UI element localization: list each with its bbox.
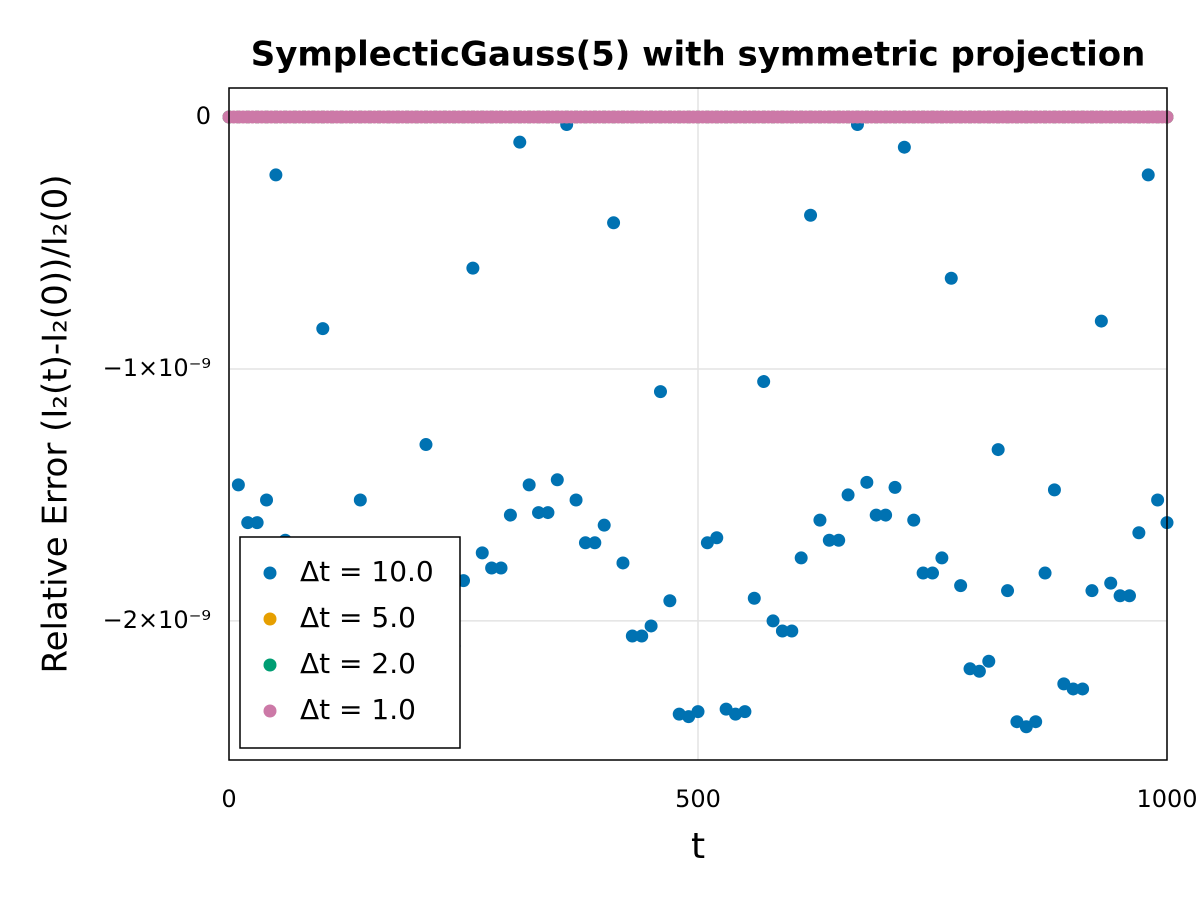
point (860, 475, 874, 489)
x-tick-label: 1000 (1136, 785, 1197, 813)
point (804, 208, 818, 222)
point (822, 533, 836, 547)
point (841, 488, 855, 502)
point (926, 566, 939, 580)
point (1066, 682, 1080, 696)
point (1085, 584, 1099, 598)
x-tick-label: 0 (221, 785, 236, 813)
point (907, 513, 921, 527)
point (1151, 493, 1165, 507)
point (550, 473, 564, 487)
point (485, 561, 499, 575)
point (541, 506, 555, 520)
point (757, 375, 771, 389)
point (607, 216, 621, 230)
point (269, 168, 283, 182)
legend-box (239, 536, 461, 749)
legend-label: Δt = 5.0 (300, 601, 416, 634)
point (522, 478, 536, 492)
point (653, 385, 667, 399)
point (1104, 576, 1118, 590)
plot-area (222, 110, 1174, 734)
legend-label: Δt = 2.0 (300, 647, 416, 680)
point (954, 579, 968, 593)
point (250, 516, 264, 530)
y-tick-label: 0 (196, 102, 211, 130)
x-axis-label: t (691, 826, 705, 867)
x-tick-label: 500 (675, 785, 721, 813)
point (241, 516, 255, 530)
point (710, 531, 724, 545)
point (766, 614, 780, 628)
y-tick-label: −2×10⁻⁹ (103, 606, 211, 634)
legend-marker (263, 612, 277, 626)
point (597, 518, 611, 532)
point (466, 261, 480, 275)
point (888, 480, 902, 494)
point (1132, 526, 1146, 540)
point (635, 629, 649, 643)
point (1029, 715, 1043, 729)
legend-marker (263, 658, 277, 672)
point (944, 271, 958, 285)
point (1038, 566, 1052, 580)
point (832, 533, 846, 547)
legend-marker (263, 566, 277, 580)
point (569, 493, 583, 507)
point (494, 561, 508, 575)
point (935, 551, 949, 565)
point (1001, 584, 1015, 598)
point (588, 536, 602, 550)
point (1122, 589, 1136, 603)
series (222, 110, 1174, 124)
point (644, 619, 658, 633)
point (916, 566, 930, 580)
point (1076, 682, 1090, 696)
point (1047, 483, 1061, 497)
point (982, 654, 996, 668)
y-tick-label: −1×10⁻⁹ (103, 354, 211, 382)
point (616, 556, 630, 570)
point (1113, 589, 1127, 603)
point (785, 624, 799, 638)
point (353, 493, 367, 507)
point (991, 443, 1005, 457)
y-axis-label: Relative Error (I₂(t)-I₂(0))/I₂(0) (36, 174, 76, 673)
point (869, 508, 883, 522)
legend: Δt = 10.0 Δt = 5.0 Δt = 2.0 Δt = 1.0 (239, 536, 461, 749)
point (503, 508, 517, 522)
point (1094, 314, 1108, 328)
legend-label: Δt = 10.0 (300, 555, 434, 588)
point (794, 551, 808, 565)
point (663, 594, 677, 608)
point (1141, 168, 1155, 182)
point (475, 546, 489, 560)
point (231, 478, 245, 492)
series (222, 110, 1174, 734)
point (316, 322, 330, 336)
point (260, 493, 274, 507)
point (972, 664, 986, 678)
legend-label: Δt = 1.0 (300, 693, 416, 726)
chart-title: SymplecticGauss(5) with symmetric projec… (251, 35, 1146, 75)
legend-marker (263, 704, 277, 718)
point (738, 705, 752, 719)
point (578, 536, 592, 550)
point (625, 629, 639, 643)
point (775, 624, 789, 638)
point (513, 135, 527, 149)
point (879, 508, 893, 522)
point (897, 140, 911, 154)
point (747, 591, 761, 605)
point (532, 506, 546, 520)
point (419, 438, 433, 452)
point (691, 705, 705, 719)
point (813, 513, 827, 527)
plot-frame (228, 87, 1168, 761)
